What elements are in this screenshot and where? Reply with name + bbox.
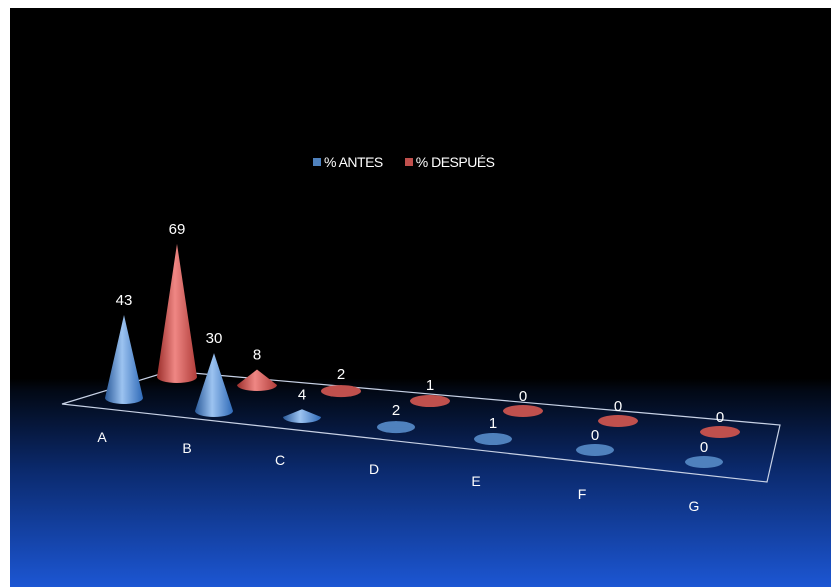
category-label-b: B [182, 440, 191, 456]
antes-value-label-a: 43 [116, 292, 133, 309]
antes-cone-g [685, 456, 723, 468]
antes-value-label-b: 30 [206, 330, 223, 347]
antes-cone-b [195, 353, 233, 417]
despues-cone-e [503, 405, 543, 417]
despues-value-label-a: 69 [169, 221, 186, 238]
legend-item-antes: % ANTES [313, 154, 383, 170]
category-label-e: E [471, 473, 480, 489]
antes-cone-a [105, 315, 143, 404]
despues-cone-b [237, 369, 277, 391]
legend-swatch-antes [313, 158, 321, 166]
legend-swatch-despues [404, 158, 413, 166]
despues-cone-a [157, 243, 197, 383]
legend: % ANTES % DESPUÉS [313, 154, 495, 170]
antes-cone-f [576, 444, 614, 456]
category-label-a: A [97, 429, 107, 445]
chart-background [10, 8, 831, 587]
antes-value-label-e: 1 [489, 415, 497, 432]
category-label-c: C [275, 452, 285, 468]
despues-cone-d-tip [410, 396, 450, 402]
category-label-g: G [689, 498, 700, 514]
chart-frame: 69 8 2 1 0 0 0 43 30 4 2 1 0 0 A B C D E F G % ANTES % DESPU… [10, 8, 831, 587]
despues-value-label-b: 8 [253, 347, 261, 364]
despues-cone-g [700, 426, 740, 438]
antes-cone-e-tip [474, 434, 512, 440]
despues-value-label-d: 1 [426, 377, 434, 394]
antes-value-label-c: 4 [298, 386, 306, 403]
despues-cone-c-tip [321, 385, 361, 392]
antes-value-label-g: 0 [700, 439, 708, 456]
despues-value-label-e: 0 [519, 388, 527, 405]
despues-cone-f [598, 415, 638, 427]
despues-value-label-c: 2 [337, 366, 345, 383]
legend-item-despues: % DESPUÉS [404, 154, 495, 170]
category-label-f: F [578, 486, 587, 502]
antes-cone-c [283, 409, 321, 423]
antes-value-label-f: 0 [591, 427, 599, 444]
category-label-d: D [369, 461, 379, 477]
legend-label-antes: % ANTES [324, 154, 383, 170]
despues-value-label-g: 0 [716, 409, 724, 426]
antes-value-label-d: 2 [392, 402, 400, 419]
antes-cone-d-tip [377, 421, 415, 428]
legend-label-despues: % DESPUÉS [415, 154, 495, 170]
despues-value-label-f: 0 [614, 398, 622, 415]
